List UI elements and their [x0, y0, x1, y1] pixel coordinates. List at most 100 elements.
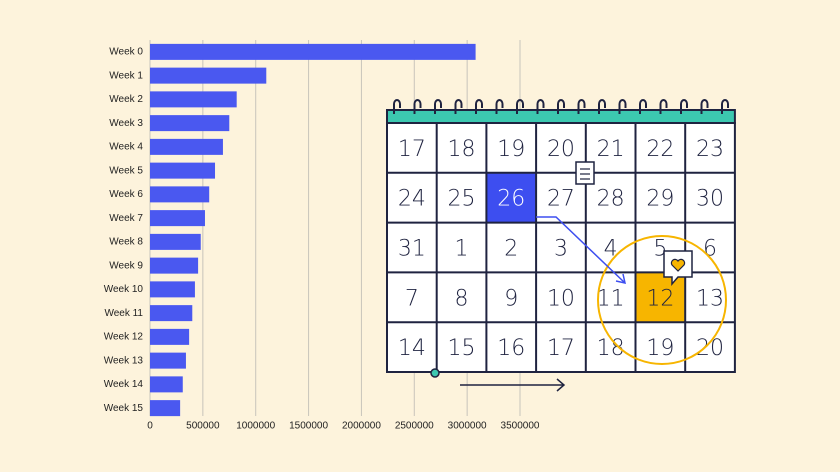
- ring: [577, 99, 586, 114]
- day-number: 1: [455, 237, 469, 262]
- bar: [150, 233, 201, 250]
- day-number: 14: [398, 336, 426, 361]
- x-tick-label: 1000000: [236, 421, 275, 432]
- ring: [495, 99, 504, 114]
- bar: [150, 352, 186, 369]
- day-number: 8: [455, 286, 469, 311]
- calendar-header: [386, 109, 736, 124]
- ring: [536, 99, 545, 114]
- ring: [680, 99, 688, 114]
- ring: [659, 99, 668, 114]
- y-tick-label: Week 9: [109, 260, 143, 271]
- day-number: 18: [448, 137, 476, 162]
- day-number: 12: [646, 286, 674, 311]
- x-tick-label: 3500000: [501, 421, 540, 432]
- bar: [150, 91, 237, 108]
- day-number: 19: [646, 336, 674, 361]
- day-number: 24: [398, 187, 426, 212]
- x-tick-label: 0: [147, 421, 153, 432]
- ring: [413, 99, 422, 114]
- y-tick-label: Week 8: [109, 237, 143, 248]
- bar: [150, 376, 183, 393]
- heart: [670, 258, 686, 272]
- day-number: 7: [405, 286, 419, 311]
- timeline-dot: [430, 368, 440, 378]
- day-number: 15: [448, 336, 476, 361]
- focus-circle: [597, 235, 727, 365]
- day-number: 27: [547, 187, 575, 212]
- ring: [598, 99, 606, 114]
- ring: [557, 99, 565, 114]
- y-tick-label: Week 7: [109, 213, 143, 224]
- bar: [150, 43, 476, 60]
- day-number: 3: [554, 237, 568, 262]
- y-tick-label: Week 14: [104, 379, 144, 390]
- day-number: 4: [604, 237, 618, 262]
- ring: [639, 99, 647, 114]
- timeline-arrow: [460, 378, 566, 392]
- ring: [475, 99, 483, 114]
- day-number: 28: [597, 187, 625, 212]
- day-number: 17: [547, 336, 575, 361]
- day-number: 29: [646, 187, 674, 212]
- highlight-cell: [486, 172, 537, 223]
- day-number: 22: [646, 137, 674, 162]
- day-number: 26: [497, 187, 525, 212]
- y-tick-label: Week 4: [109, 142, 143, 153]
- calendar-body: [386, 122, 736, 373]
- day-number: 20: [547, 137, 575, 162]
- bar: [150, 328, 190, 345]
- y-tick-label: Week 10: [104, 284, 144, 295]
- chart: 0 500000 1000000 1500000 2000000 2500000 30000…: [104, 40, 540, 432]
- bar: [150, 186, 210, 203]
- ring: [618, 99, 627, 114]
- y-tick-label: Week 3: [109, 118, 143, 129]
- ring: [516, 99, 524, 114]
- y-tick-label: Week 2: [109, 94, 143, 105]
- bar: [150, 210, 205, 227]
- y-tick-label: Week 1: [109, 70, 143, 81]
- y-tick-label: Week 15: [104, 403, 144, 414]
- day-number: 17: [398, 137, 426, 162]
- y-tick-label: Week 5: [109, 165, 143, 176]
- y-tick-label: Week 13: [104, 355, 144, 366]
- highlight-cell: [635, 272, 686, 323]
- ring: [721, 99, 729, 114]
- note-icon: [575, 161, 595, 185]
- y-tick-label: Week 6: [109, 189, 143, 200]
- day-number: 2: [504, 237, 518, 262]
- bar: [150, 67, 267, 84]
- y-tick-label: Week 12: [104, 332, 144, 343]
- x-tick-label: 2500000: [395, 421, 434, 432]
- day-number: 21: [597, 137, 625, 162]
- bar: [150, 400, 181, 417]
- ring: [393, 99, 401, 114]
- bar: [150, 162, 216, 179]
- y-tick-label: Week 0: [109, 47, 143, 58]
- bar: [150, 281, 195, 298]
- day-number: 10: [547, 286, 575, 311]
- ring: [434, 99, 442, 114]
- bar: [150, 305, 193, 322]
- day-number: 23: [696, 137, 724, 162]
- x-tick-label: 500000: [186, 421, 220, 432]
- day-number: 16: [497, 336, 525, 361]
- x-tick-label: 3000000: [448, 421, 487, 432]
- day-number: 25: [448, 187, 476, 212]
- day-number: 31: [398, 237, 426, 262]
- bar: [150, 257, 199, 274]
- bar: [150, 138, 223, 155]
- ring: [700, 99, 709, 114]
- ring: [454, 99, 463, 114]
- bar: [150, 115, 230, 132]
- arrow: [536, 216, 626, 284]
- y-tick-label: Week 11: [104, 308, 143, 319]
- x-tick-label: 2000000: [342, 421, 381, 432]
- day-number: 11: [597, 286, 625, 311]
- day-number: 13: [696, 286, 724, 311]
- x-tick-label: 1500000: [289, 421, 328, 432]
- day-number: 30: [696, 187, 724, 212]
- day-number: 9: [504, 286, 518, 311]
